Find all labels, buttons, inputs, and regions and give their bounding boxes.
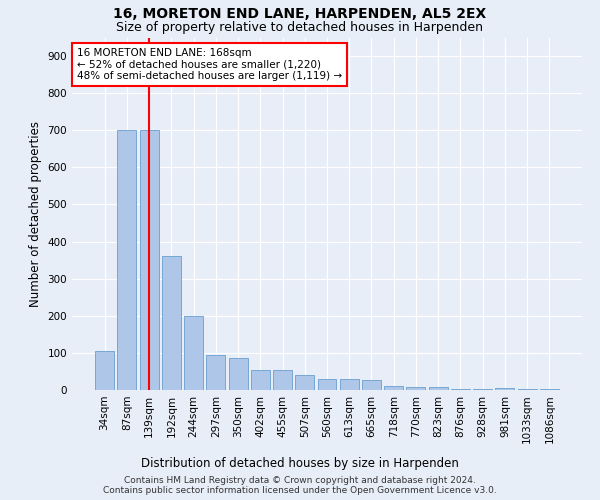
Bar xyxy=(406,387,425,390)
Bar xyxy=(140,130,158,390)
Bar xyxy=(273,370,292,390)
Bar xyxy=(118,130,136,390)
Bar xyxy=(162,256,181,390)
Text: Contains HM Land Registry data © Crown copyright and database right 2024.: Contains HM Land Registry data © Crown c… xyxy=(124,476,476,485)
Bar xyxy=(206,356,225,390)
Bar xyxy=(496,388,514,390)
Text: Contains public sector information licensed under the Open Government Licence v3: Contains public sector information licen… xyxy=(103,486,497,495)
Bar xyxy=(295,375,314,390)
Bar xyxy=(473,389,492,390)
Bar xyxy=(362,380,381,390)
Bar xyxy=(384,386,403,390)
Bar xyxy=(429,387,448,390)
Bar xyxy=(95,351,114,390)
Text: 16, MORETON END LANE, HARPENDEN, AL5 2EX: 16, MORETON END LANE, HARPENDEN, AL5 2EX xyxy=(113,8,487,22)
Bar xyxy=(518,389,536,390)
Bar xyxy=(229,358,248,390)
Bar xyxy=(184,316,203,390)
Text: Distribution of detached houses by size in Harpenden: Distribution of detached houses by size … xyxy=(141,458,459,470)
Bar xyxy=(251,370,270,390)
Y-axis label: Number of detached properties: Number of detached properties xyxy=(29,120,42,306)
Bar xyxy=(317,379,337,390)
Text: Size of property relative to detached houses in Harpenden: Size of property relative to detached ho… xyxy=(116,21,484,34)
Text: 16 MORETON END LANE: 168sqm
← 52% of detached houses are smaller (1,220)
48% of : 16 MORETON END LANE: 168sqm ← 52% of det… xyxy=(77,48,342,82)
Bar xyxy=(451,389,470,390)
Bar xyxy=(340,379,359,390)
